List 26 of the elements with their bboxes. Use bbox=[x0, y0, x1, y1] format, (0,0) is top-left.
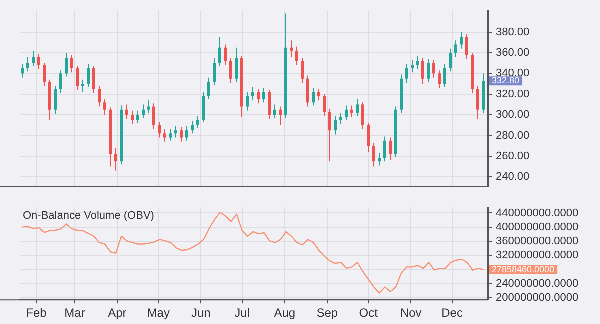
x-tick-label: May bbox=[147, 306, 170, 320]
y-tick-label: 400000000.0000 bbox=[496, 221, 579, 234]
x-tick-label: Jun bbox=[191, 306, 211, 320]
y-tick-label: 260.00 bbox=[496, 150, 530, 162]
x-tick-label: Dec bbox=[442, 306, 463, 320]
x-tick-label: Feb bbox=[26, 306, 48, 320]
x-tick-label: Mar bbox=[64, 306, 86, 320]
y-tick-label: 320000000.0000 bbox=[496, 250, 579, 262]
x-tick-label: Jul bbox=[234, 306, 250, 320]
y-tick-label: 440000000.0000 bbox=[496, 207, 579, 220]
y-tick-label: 320.00 bbox=[496, 88, 530, 100]
x-tick-label: Aug bbox=[274, 306, 296, 320]
y-tick-label: 280.00 bbox=[496, 130, 530, 142]
y-tick-label: 360.00 bbox=[496, 47, 530, 60]
y-tick-label: 300.00 bbox=[496, 109, 530, 122]
x-tick-label: Apr bbox=[108, 306, 127, 320]
text: 27858460.0000 bbox=[492, 264, 555, 274]
y-tick-label: 240000000.0000 bbox=[496, 278, 579, 290]
x-tick-label: Oct bbox=[359, 306, 379, 320]
x-tick-label: Sep bbox=[316, 306, 338, 320]
y-tick-label: 200000000.0000 bbox=[496, 292, 579, 304]
x-tick-label: Nov bbox=[400, 306, 422, 320]
y-tick-label: 380.00 bbox=[496, 26, 530, 38]
y-tick-label: 360000000.0000 bbox=[496, 235, 579, 248]
y-tick-label: 240.00 bbox=[496, 171, 530, 184]
chart-title: On-Balance Volume (OBV) bbox=[23, 210, 154, 222]
